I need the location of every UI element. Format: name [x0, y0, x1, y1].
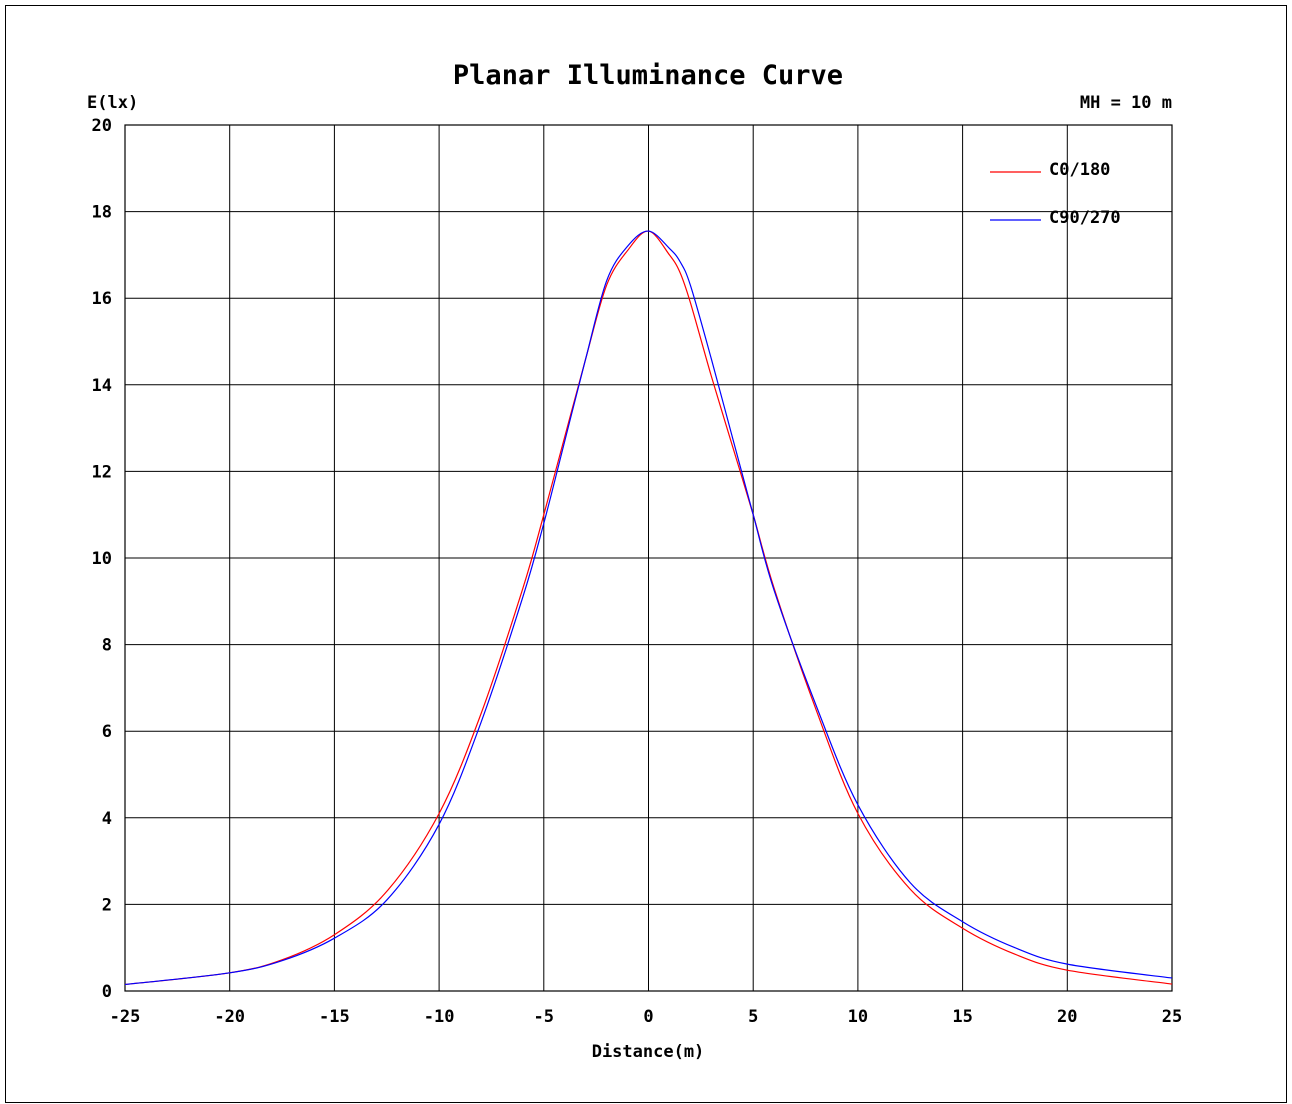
y-tick-label: 20: [92, 116, 112, 136]
x-tick-label: 5: [748, 1007, 758, 1027]
y-tick-label: 16: [92, 289, 112, 309]
x-tick-label: -5: [534, 1007, 554, 1027]
x-tick-label: -10: [424, 1007, 455, 1027]
y-tick-label: 6: [102, 722, 112, 742]
legend-label: C90/270: [1049, 208, 1121, 228]
x-tick-label: -20: [214, 1007, 245, 1027]
series-line-c90-270: [124, 230, 1173, 986]
x-tick-label: 0: [643, 1007, 653, 1027]
plot-area-border: [124, 124, 1173, 992]
legend: C0/180 C90/270: [990, 160, 1121, 228]
y-tick-label: 0: [102, 982, 112, 1002]
x-tick-label: 20: [1057, 1007, 1077, 1027]
x-tick-label: 15: [952, 1007, 972, 1027]
y-tick-label: 2: [102, 895, 112, 915]
chart-frame: [5, 5, 1287, 1103]
x-tick-label: -25: [110, 1007, 141, 1027]
chart-title: Planar Illuminance Curve: [453, 60, 843, 91]
legend-label: C0/180: [1049, 160, 1110, 180]
tick-labels: -25 -20 -15 -10 -5 0 5 10 15 20 25 0 2 4 6 8 10 12 14 16 18 2…: [92, 116, 1183, 1027]
y-tick-label: 12: [92, 462, 112, 482]
series-line-c0-180: [124, 230, 1173, 986]
x-tick-label: 25: [1162, 1007, 1182, 1027]
x-axis-label: Distance(m): [592, 1042, 705, 1062]
x-tick-label: 10: [848, 1007, 868, 1027]
y-tick-label: 10: [92, 549, 112, 569]
y-tick-label: 14: [92, 376, 112, 396]
mh-annotation: MH = 10 m: [1080, 93, 1172, 113]
y-axis-label: E(lx): [87, 93, 138, 113]
y-tick-label: 18: [92, 203, 112, 223]
series-lines: [124, 230, 1173, 986]
grid-lines: [124, 124, 1173, 992]
x-tick-label: -15: [319, 1007, 350, 1027]
y-tick-label: 4: [102, 809, 112, 829]
y-tick-label: 8: [102, 636, 112, 656]
